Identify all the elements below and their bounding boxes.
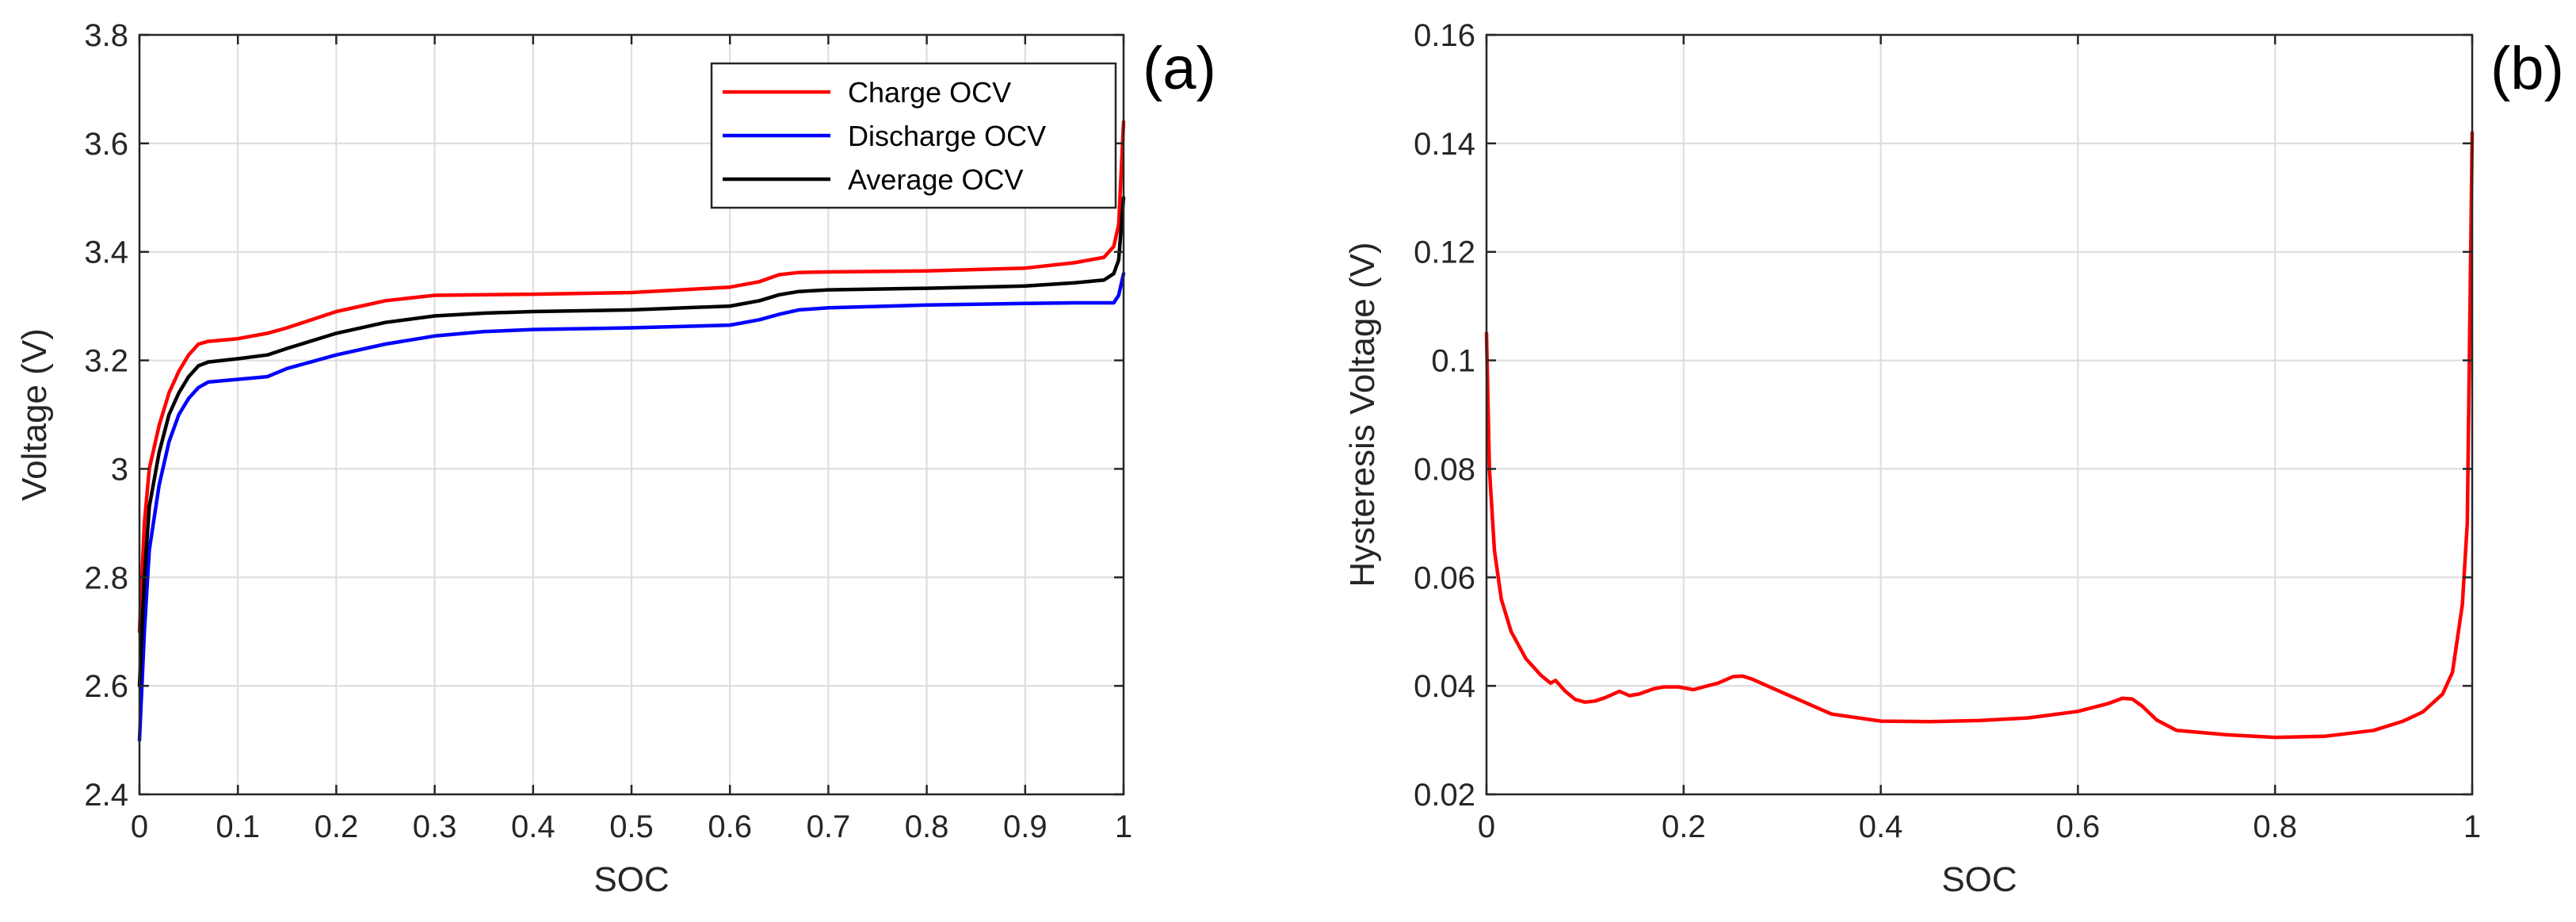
x-tick-label: 0.6 (2056, 809, 2101, 844)
panel-a-voltage-chart: 0 0.1 0.2 0.3 0.4 0.5 0.6 0.7 0.8 0.9 1 2.4 2.6 2.8 3 3… (15, 18, 1216, 899)
legend-entry: Average OCV (848, 163, 1023, 196)
y-tick-label: 0.14 (1414, 127, 1475, 162)
series-line-discharge-ocv (137, 271, 1126, 742)
series-line-average-ocv (137, 196, 1126, 688)
y-tick-label: 2.8 (84, 560, 128, 595)
x-tick-label: 1 (2463, 809, 2481, 844)
y-tick-label: 0.06 (1414, 560, 1475, 595)
legend: Charge OCV Discharge OCV Average OCV (710, 62, 1117, 209)
x-tick-label: 0.2 (315, 809, 359, 844)
x-tick-label: 0.8 (2253, 809, 2297, 844)
plot-area (1486, 35, 2472, 794)
y-tick-label: 0.02 (1414, 778, 1475, 813)
x-tick-label: 0.3 (413, 809, 457, 844)
x-tick-label: 0.4 (511, 809, 555, 844)
x-axis-label: SOC (593, 860, 669, 899)
x-tick-label: 0.8 (905, 809, 949, 844)
x-tick-label: 0.1 (216, 809, 260, 844)
y-tick-label: 0.08 (1414, 452, 1475, 487)
x-tick-label: 0.6 (708, 809, 752, 844)
series-line-charge-ocv (137, 120, 1126, 633)
y-tick-label: 3.6 (84, 127, 128, 162)
y-tick-label: 0.04 (1414, 669, 1475, 704)
panel-b-hysteresis-chart: 0 0.2 0.4 0.6 0.8 1 0.02 0.04 0.06 0.08 0.1 0.12 0.1… (1343, 18, 2564, 899)
x-tick-label: 0.7 (807, 809, 851, 844)
y-tick-label: 0.16 (1414, 18, 1475, 53)
y-axis-label: Hysteresis Voltage (V) (1343, 242, 1382, 587)
y-tick-label: 2.4 (84, 778, 128, 813)
y-tick-label: 3.8 (84, 18, 128, 53)
y-tick-label: 2.6 (84, 669, 128, 704)
panel-label: (b) (2490, 35, 2564, 102)
x-tick-label: 0.4 (1859, 809, 1903, 844)
y-tick-label: 3.4 (84, 235, 128, 270)
panel-label: (a) (1143, 35, 1216, 102)
x-tick-label: 0.9 (1003, 809, 1048, 844)
y-tick-label: 0.1 (1431, 344, 1475, 379)
axes-frame (1485, 33, 2474, 796)
x-tick-label: 0.2 (1662, 809, 1706, 844)
series-line-hysteresis-voltage (1484, 130, 2475, 740)
y-tick-label: 3 (111, 452, 128, 487)
x-axis-label: SOC (1941, 860, 2017, 899)
legend-entry: Charge OCV (848, 76, 1011, 109)
y-axis-label: Voltage (V) (15, 328, 54, 501)
x-tick-label: 0 (1478, 809, 1495, 844)
x-tick-label: 0.5 (609, 809, 654, 844)
legend-entry: Discharge OCV (848, 120, 1046, 152)
x-tick-label: 1 (1115, 809, 1132, 844)
y-tick-label: 0.12 (1414, 235, 1475, 270)
y-tick-label: 3.2 (84, 344, 128, 379)
x-tick-label: 0 (131, 809, 148, 844)
